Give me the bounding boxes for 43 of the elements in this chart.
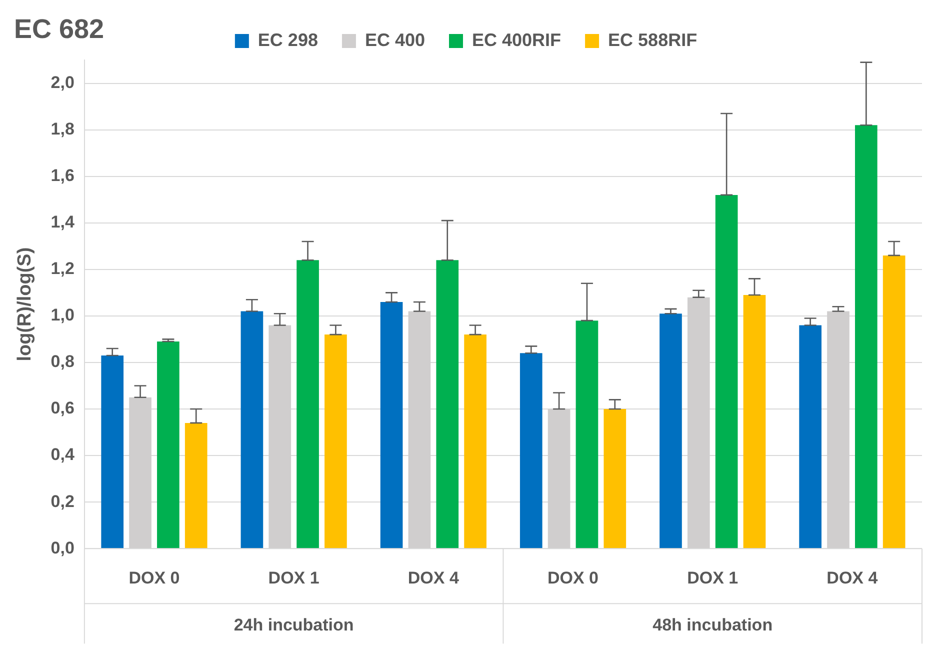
y-tick-label: 0,6 [50,398,74,418]
x-tick-label: DOX 0 [548,568,599,588]
chart-title: EC 682 [14,14,104,45]
legend-label: EC 400RIF [472,30,562,50]
y-tick-label: 0,0 [50,538,74,558]
bar [240,311,264,548]
bar [380,302,403,548]
bar [324,334,347,548]
bar [296,260,319,548]
bar [157,342,180,548]
bar [576,320,598,548]
y-tick-label: 0,8 [50,352,74,372]
legend-label: EC 588RIF [608,30,698,50]
bar [743,294,766,548]
y-tick-label: 1,2 [50,259,74,278]
x-tick-label: DOX 0 [128,568,180,588]
bar [604,409,626,548]
x-tick-label: DOX 1 [687,568,738,588]
bar [799,325,822,548]
bar [882,255,906,548]
bar [715,194,738,548]
bar [101,355,124,548]
x-tick-label: DOX 4 [408,568,460,588]
y-tick-label: 1,6 [50,166,74,186]
y-tick-label: 0,2 [50,492,74,511]
bar [436,260,459,548]
y-axis-title: log(R)/log(S) [14,247,36,362]
bar [184,422,208,548]
text: 24h incubation [234,615,354,634]
legend-label: EC 298 [258,30,318,50]
bar [520,353,542,548]
y-tick-label: 2,0 [50,72,74,92]
y-tick-label: 1,8 [50,119,74,138]
y-tick-label: 1,0 [50,306,74,325]
bar [660,314,682,548]
x-tick-label: DOX 4 [826,568,878,588]
y-tick-label: 1,4 [50,212,75,232]
text: 48h incubation [652,615,773,634]
legend-label: EC 400 [364,30,426,50]
x-tick-label: DOX 1 [268,568,320,588]
bar [854,125,878,548]
y-tick-label: 0,4 [50,445,75,464]
bar [464,334,486,548]
